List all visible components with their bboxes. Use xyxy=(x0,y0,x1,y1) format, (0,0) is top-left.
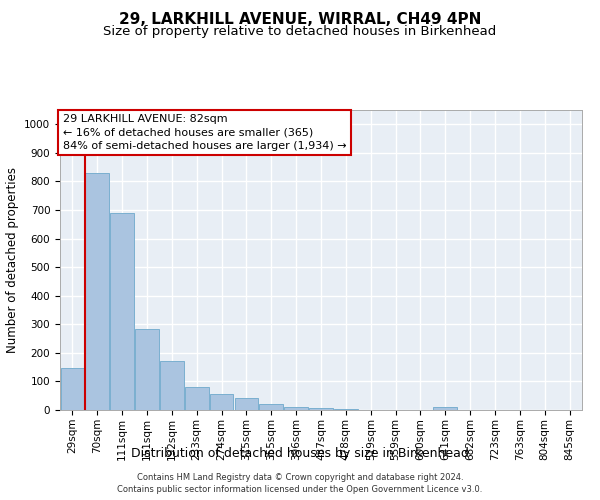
Bar xyxy=(309,408,333,410)
Text: Size of property relative to detached houses in Birkenhead: Size of property relative to detached ho… xyxy=(103,25,497,38)
Text: Contains HM Land Registry data © Crown copyright and database right 2024.: Contains HM Land Registry data © Crown c… xyxy=(137,472,463,482)
Bar xyxy=(110,213,134,410)
Bar xyxy=(334,408,358,410)
Bar xyxy=(284,407,308,410)
Bar xyxy=(85,173,109,410)
Bar xyxy=(160,361,184,410)
Text: 29 LARKHILL AVENUE: 82sqm
← 16% of detached houses are smaller (365)
84% of semi: 29 LARKHILL AVENUE: 82sqm ← 16% of detac… xyxy=(62,114,346,151)
Bar xyxy=(259,404,283,410)
Bar xyxy=(235,398,258,410)
Bar xyxy=(185,387,209,410)
Bar xyxy=(135,329,159,410)
Text: 29, LARKHILL AVENUE, WIRRAL, CH49 4PN: 29, LARKHILL AVENUE, WIRRAL, CH49 4PN xyxy=(119,12,481,28)
Text: Contains public sector information licensed under the Open Government Licence v3: Contains public sector information licen… xyxy=(118,485,482,494)
Y-axis label: Number of detached properties: Number of detached properties xyxy=(5,167,19,353)
Bar xyxy=(433,407,457,410)
Bar xyxy=(61,368,84,410)
Text: Distribution of detached houses by size in Birkenhead: Distribution of detached houses by size … xyxy=(131,448,469,460)
Bar xyxy=(210,394,233,410)
